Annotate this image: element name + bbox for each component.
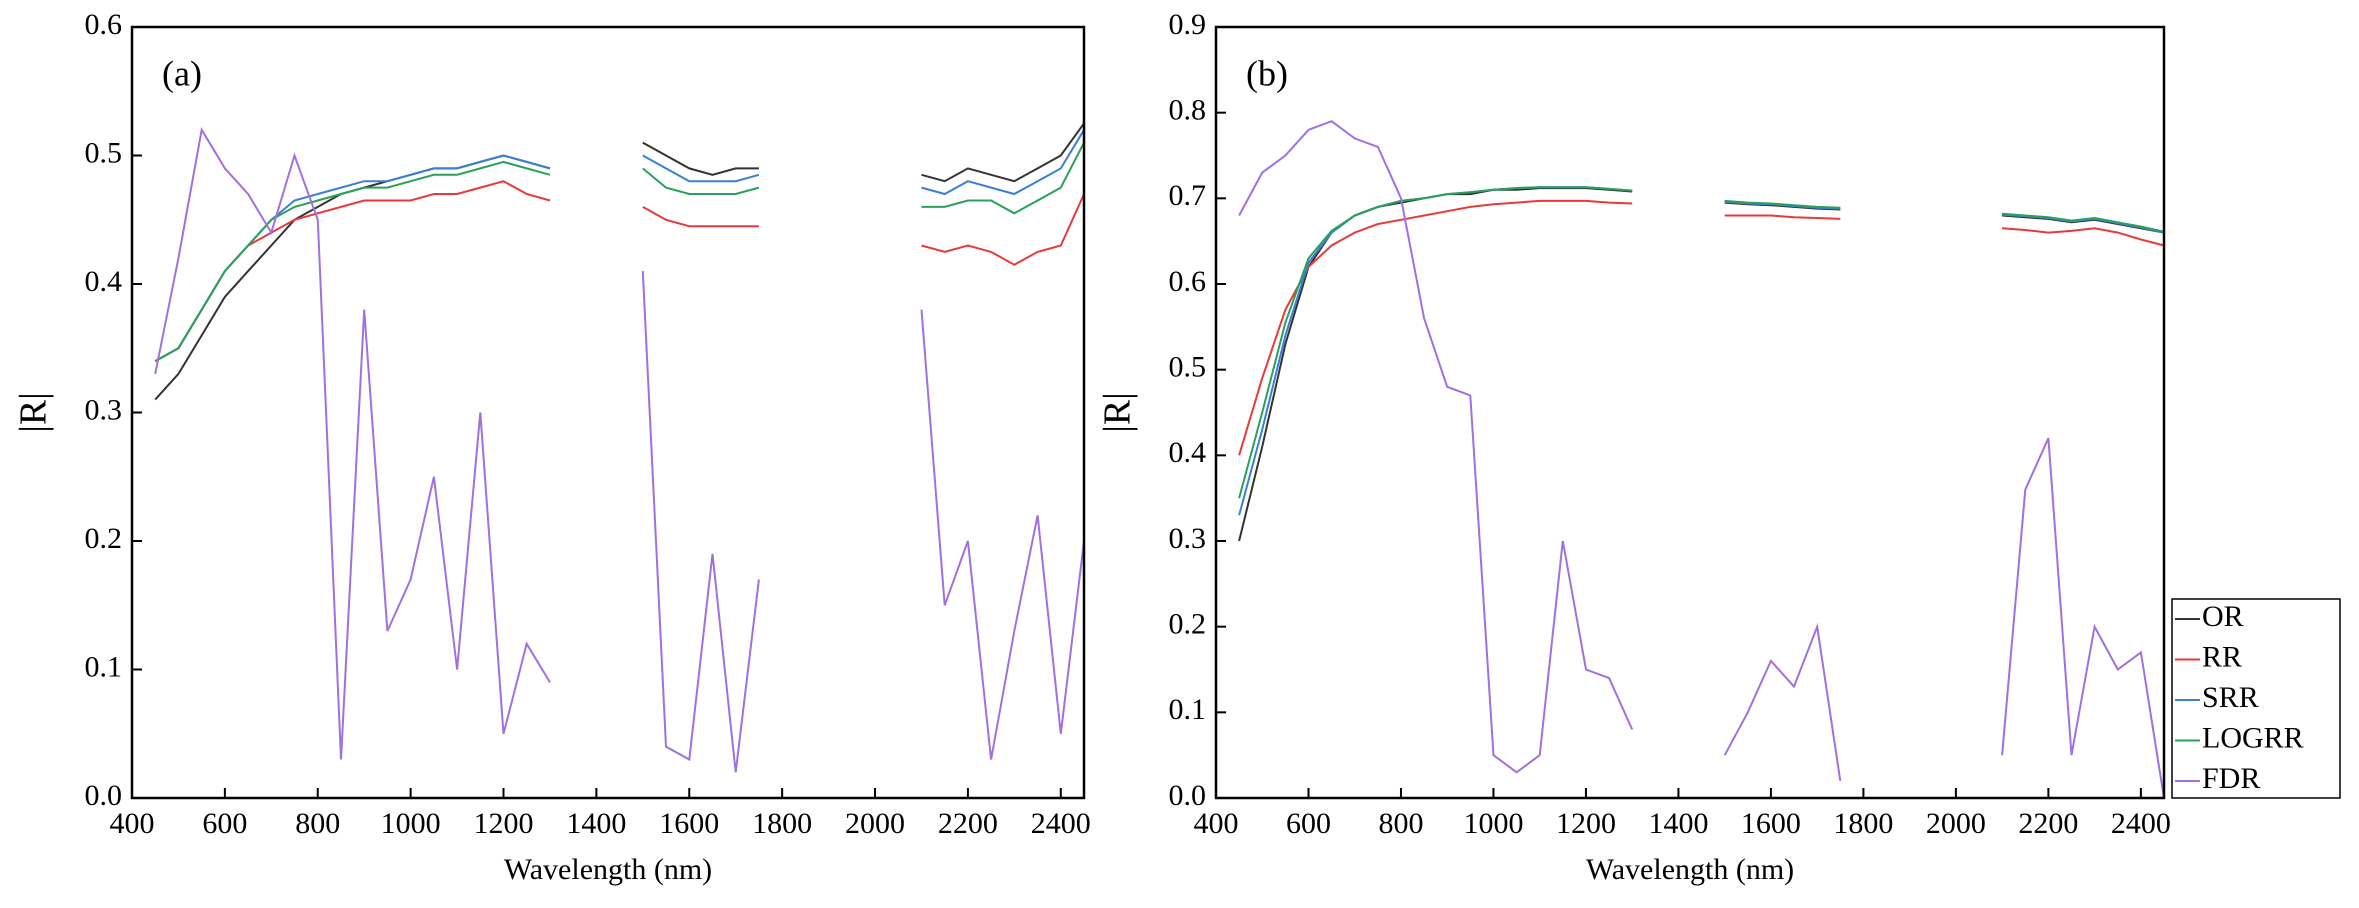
series-line <box>154 142 1085 362</box>
legend-label: FDR <box>2202 762 2260 795</box>
x-tick-label: 1800 <box>1833 807 1893 840</box>
y-tick-label: 0.9 <box>1169 8 1207 41</box>
x-tick-label: 1200 <box>1556 807 1616 840</box>
y-tick-label: 0.0 <box>85 779 123 812</box>
y-tick-label: 0.3 <box>1169 522 1207 555</box>
y-axis-label: |R| <box>1097 392 1139 433</box>
x-axis-label: Wavelength (nm) <box>1586 853 1794 886</box>
x-axis-label: Wavelength (nm) <box>504 853 712 886</box>
y-axis-label: |R| <box>13 392 55 433</box>
x-tick-label: 1200 <box>474 807 534 840</box>
y-tick-label: 0.5 <box>1169 351 1207 384</box>
y-tick-label: 0.6 <box>85 8 123 41</box>
y-tick-label: 0.6 <box>1169 265 1207 298</box>
x-tick-label: 2400 <box>1031 807 1091 840</box>
y-tick-label: 0.3 <box>85 393 123 426</box>
series-line <box>1238 186 2165 516</box>
y-tick-label: 0.0 <box>1169 779 1207 812</box>
legend-label: RR <box>2202 640 2242 673</box>
y-tick-label: 0.4 <box>85 265 123 298</box>
y-tick-label: 0.7 <box>1169 179 1207 212</box>
plot-frame <box>130 25 1086 800</box>
y-tick-label: 0.5 <box>85 136 123 169</box>
y-tick-label: 0.8 <box>1169 94 1207 127</box>
panel-label: (b) <box>1246 53 1288 93</box>
plot-frame <box>1214 25 2166 800</box>
legend-label: LOGRR <box>2202 721 2304 754</box>
series-line <box>154 122 1085 401</box>
x-tick-label: 1600 <box>659 807 719 840</box>
x-tick-label: 1600 <box>1741 807 1801 840</box>
x-tick-label: 400 <box>110 807 155 840</box>
y-tick-label: 0.4 <box>1169 436 1207 469</box>
x-tick-label: 600 <box>202 807 247 840</box>
series-line <box>1238 120 2165 799</box>
x-tick-label: 2400 <box>2111 807 2171 840</box>
series-line <box>154 129 1085 362</box>
y-tick-label: 0.1 <box>1169 693 1207 726</box>
x-tick-label: 1800 <box>752 807 812 840</box>
x-tick-label: 2200 <box>2018 807 2078 840</box>
series-line <box>1238 199 2165 456</box>
legend-box <box>2171 598 2341 799</box>
y-tick-label: 0.1 <box>85 650 123 683</box>
x-tick-label: 600 <box>1286 807 1331 840</box>
series-line <box>1238 186 2165 499</box>
x-tick-label: 1400 <box>1648 807 1708 840</box>
x-tick-label: 2000 <box>845 807 905 840</box>
y-tick-label: 0.2 <box>85 522 123 555</box>
x-tick-label: 1000 <box>1463 807 1523 840</box>
y-tick-label: 0.2 <box>1169 608 1207 641</box>
x-tick-label: 2200 <box>938 807 998 840</box>
x-tick-label: 800 <box>295 807 340 840</box>
x-tick-label: 1400 <box>566 807 626 840</box>
x-tick-label: 800 <box>1378 807 1423 840</box>
x-tick-label: 2000 <box>1926 807 1986 840</box>
series-line <box>154 180 1085 362</box>
x-tick-label: 400 <box>1194 807 1239 840</box>
series-line <box>154 127 1085 773</box>
panel-label: (a) <box>162 53 202 93</box>
x-tick-label: 1000 <box>381 807 441 840</box>
legend-label: OR <box>2202 600 2244 633</box>
legend-label: SRR <box>2202 681 2259 714</box>
